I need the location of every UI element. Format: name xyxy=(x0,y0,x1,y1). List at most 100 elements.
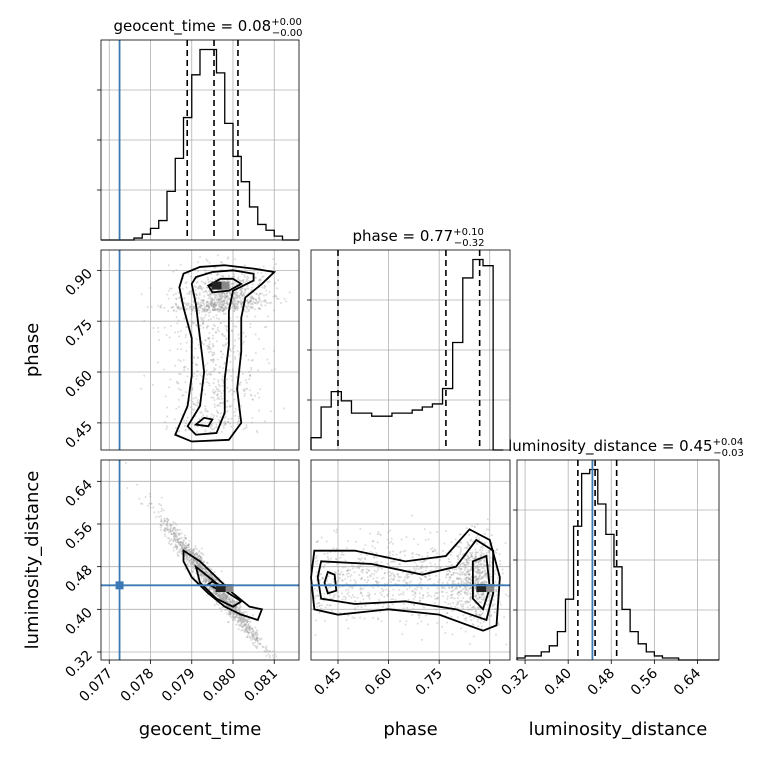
sample-point xyxy=(358,574,361,577)
sample-point xyxy=(245,424,248,427)
sample-point xyxy=(204,580,207,583)
sample-point xyxy=(218,299,221,302)
sample-point xyxy=(412,604,415,607)
sample-point xyxy=(252,300,255,303)
sample-point xyxy=(240,302,243,305)
sample-point xyxy=(196,370,199,373)
sample-point xyxy=(219,595,222,598)
sample-point xyxy=(216,411,219,414)
luminosity_distance_vs_geocent_time-contour-0 xyxy=(182,549,264,622)
sample-point xyxy=(184,429,187,432)
sample-point xyxy=(246,302,249,305)
sample-point xyxy=(478,575,481,578)
sample-point xyxy=(482,570,485,573)
sample-point xyxy=(210,301,213,304)
sample-point xyxy=(419,577,422,580)
sample-point xyxy=(218,310,221,313)
sample-point xyxy=(479,554,482,557)
sample-point xyxy=(212,588,215,591)
sample-point xyxy=(272,656,275,659)
sample-point xyxy=(227,297,230,300)
sample-point xyxy=(228,405,231,408)
sample-point xyxy=(463,569,466,572)
sample-point xyxy=(213,309,216,312)
sample-point xyxy=(262,347,265,350)
sample-point xyxy=(412,593,415,596)
sample-point xyxy=(482,597,485,600)
sample-point xyxy=(248,370,251,373)
sample-point xyxy=(247,618,250,621)
sample-point xyxy=(187,544,190,547)
sample-point xyxy=(189,406,192,409)
sample-point xyxy=(227,620,230,623)
sample-point xyxy=(203,575,206,578)
sample-point xyxy=(414,587,417,590)
sample-point xyxy=(149,286,152,289)
sample-point xyxy=(345,547,348,550)
sample-point xyxy=(208,337,211,340)
sample-point xyxy=(223,301,226,304)
sample-point xyxy=(198,558,201,561)
sample-point xyxy=(215,423,218,426)
sample-point xyxy=(228,596,231,599)
sample-point xyxy=(198,557,201,560)
sample-point xyxy=(176,554,179,557)
sample-point xyxy=(172,270,175,273)
sample-point xyxy=(415,564,418,567)
sample-point xyxy=(388,550,391,553)
sample-point xyxy=(176,552,179,555)
sample-point xyxy=(236,302,239,305)
sample-point xyxy=(337,595,340,598)
sample-point xyxy=(190,325,193,328)
sample-point xyxy=(392,588,395,591)
sample-point xyxy=(222,596,225,599)
sample-point xyxy=(190,550,193,553)
sample-point xyxy=(466,592,469,595)
sample-point xyxy=(193,548,196,551)
sample-point xyxy=(265,325,268,328)
sample-point xyxy=(196,280,199,283)
sample-point xyxy=(200,411,203,414)
sample-point xyxy=(505,643,508,646)
sample-point xyxy=(267,653,270,656)
sample-point xyxy=(387,581,390,584)
sample-point xyxy=(219,301,222,304)
sample-point xyxy=(420,578,423,581)
sample-point xyxy=(424,539,427,542)
sample-point xyxy=(246,631,249,634)
sample-point xyxy=(194,553,197,556)
sample-point xyxy=(422,594,425,597)
sample-point xyxy=(175,531,178,534)
sample-point xyxy=(218,404,221,407)
sample-point xyxy=(478,613,481,616)
sample-point xyxy=(191,563,194,566)
sample-point xyxy=(215,301,218,304)
sample-point xyxy=(200,564,203,567)
sample-point xyxy=(256,639,259,642)
sample-point xyxy=(231,379,234,382)
sample-point xyxy=(475,595,478,598)
sample-point xyxy=(460,599,463,602)
sample-point xyxy=(210,423,213,426)
sample-point xyxy=(361,568,364,571)
sample-point xyxy=(276,297,279,300)
sample-point xyxy=(256,636,259,639)
sample-point xyxy=(245,627,248,630)
sample-point xyxy=(191,560,194,563)
sample-point xyxy=(448,576,451,579)
sample-point xyxy=(247,631,250,634)
sample-point xyxy=(283,297,286,300)
sample-point xyxy=(405,620,408,623)
sample-point xyxy=(466,570,469,573)
sample-point xyxy=(462,614,465,617)
sample-point xyxy=(402,607,405,610)
sample-point xyxy=(390,580,393,583)
sample-point xyxy=(444,632,447,635)
sample-point xyxy=(222,591,225,594)
sample-point xyxy=(459,576,462,579)
sample-point xyxy=(164,535,167,538)
sample-point xyxy=(200,287,203,290)
sample-point xyxy=(459,563,462,566)
sample-point xyxy=(216,595,219,598)
sample-point xyxy=(245,636,248,639)
